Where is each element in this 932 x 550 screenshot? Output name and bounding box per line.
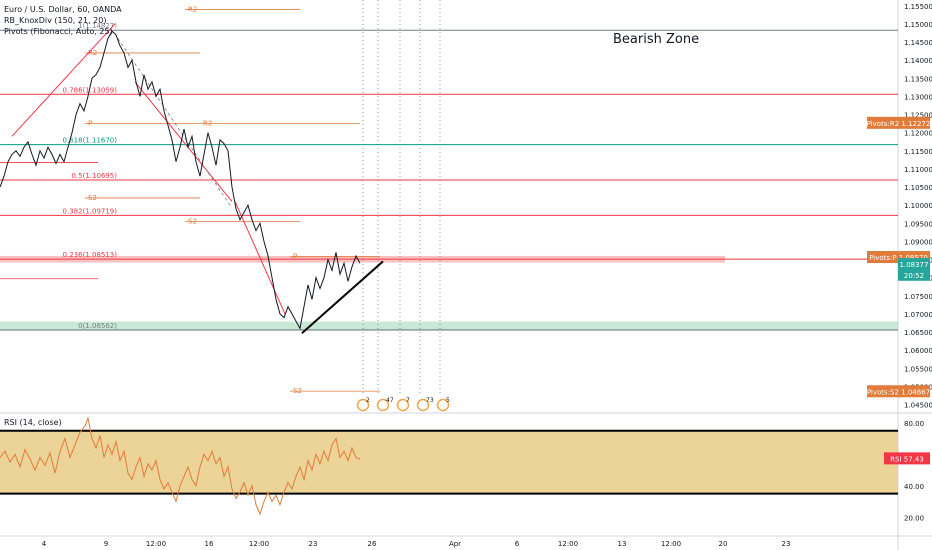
price-tick-22: 1.04500 [904, 402, 932, 410]
event-count-1: 47 [386, 397, 394, 404]
price-tick-6: 1.12500 [904, 112, 932, 120]
price-line [0, 30, 361, 330]
price-tick-20: 1.05500 [904, 365, 932, 373]
divergence-line-2 [234, 201, 286, 315]
fib-label-5: 0.236(1.08513) [63, 251, 118, 259]
price-tick-12: 1.09500 [904, 220, 932, 228]
time-tick-7: Apr [449, 540, 461, 548]
time-tick-6: 26 [368, 540, 377, 548]
price-tick-19: 1.06000 [904, 347, 932, 355]
time-tick-10: 13 [618, 540, 627, 548]
time-tick-9: 12:00 [558, 540, 578, 548]
pivot-label-1: R2 [88, 49, 97, 57]
price-tag-text-4: Pivots:S2 1.04867 [867, 388, 930, 396]
time-tick-12: 20 [719, 540, 728, 548]
support-zone [0, 321, 898, 331]
price-tag-text-3: 20:52 [904, 272, 924, 280]
divergence-line-1 [134, 81, 233, 202]
pivot-label-0: R2 [188, 5, 197, 13]
price-tick-8: 1.11500 [904, 148, 932, 156]
event-icon-3 [416, 398, 430, 412]
fib-label-2: 0.618(1.11670) [63, 137, 118, 145]
price-tag-3 [898, 268, 930, 281]
time-tick-11: 12:00 [661, 540, 681, 548]
price-tick-1: 1.15000 [904, 21, 932, 29]
price-tick-16: 1.07500 [904, 293, 932, 301]
time-tick-2: 12:00 [146, 540, 166, 548]
price-tag-4 [867, 385, 930, 398]
pivot-label-6: P [293, 253, 297, 261]
time-tick-1: 9 [104, 540, 108, 548]
fib-label-0: 1(1.14827) [78, 22, 117, 30]
time-tick-4: 12:00 [249, 540, 269, 548]
event-count-3: 73 [426, 397, 434, 404]
fib-label-4: 0.382(1.09719) [63, 207, 118, 215]
rsi-tick-0: 80.00 [904, 420, 924, 428]
rsi-tag-text: RSI 57.43 [890, 455, 924, 463]
time-tick-13: 23 [782, 540, 791, 548]
time-tick-5: 23 [309, 540, 318, 548]
price-tag-2 [898, 258, 930, 271]
price-tick-2: 1.14500 [904, 39, 932, 47]
rsi-line [0, 416, 361, 516]
price-tick-3: 1.14000 [904, 57, 932, 65]
price-tick-18: 1.06500 [904, 329, 932, 337]
time-tick-8: 6 [515, 540, 520, 548]
pivot-label-5: S2 [188, 218, 197, 226]
price-tag-0 [867, 116, 930, 129]
event-icon-0 [356, 398, 370, 412]
price-tick-17: 1.07000 [904, 311, 932, 319]
event-icon-1 [376, 398, 390, 412]
pivot-label-7: S2 [293, 387, 302, 395]
price-tick-7: 1.12000 [904, 130, 932, 138]
price-tag-text-0: Pivots:R2 1.12272 [867, 120, 931, 128]
price-tick-11: 1.10000 [904, 202, 932, 210]
price-tick-5: 1.13000 [904, 93, 932, 101]
symbol-title[interactable]: Euro / U.S. Dollar, 60, OANDA [4, 5, 122, 14]
price-tick-9: 1.11000 [904, 166, 932, 174]
time-tick-3: 16 [205, 540, 214, 548]
indicator-pivots[interactable]: Pivots (Fibonacci, Auto, 25) [4, 27, 113, 36]
event-count-0: 2 [366, 397, 370, 404]
fib-label-3: 0.5(1.10695) [71, 172, 117, 180]
time-tick-0: 4 [42, 540, 47, 548]
event-count-2: 7 [406, 397, 410, 404]
rsi-band [0, 430, 898, 494]
rsi-title[interactable]: RSI (14, close) [4, 418, 62, 427]
bearish-zone-annotation: Bearish Zone [613, 32, 700, 47]
pivot-label-2: P [88, 120, 92, 128]
pivot-label-3: R2 [203, 120, 212, 128]
pivot-label-4: S2 [88, 194, 97, 202]
ascending-trendline [301, 260, 384, 334]
rsi-tick-2: 20.00 [904, 514, 924, 522]
price-tick-10: 1.10500 [904, 184, 932, 192]
fib-label-1: 0.786(1.13059) [63, 86, 118, 94]
rsi-tick-1: 40.00 [904, 483, 924, 491]
event-icon-4 [436, 398, 450, 412]
price-tick-4: 1.13500 [904, 75, 932, 83]
price-tick-13: 1.09000 [904, 238, 932, 246]
divergence-line-0 [11, 23, 116, 137]
price-tick-0: 1.15500 [904, 3, 932, 11]
indicator-knoxdiv[interactable]: RB_KnoxDiv (150, 21, 20) [4, 16, 107, 25]
fib-label-6: 0(1.06562) [78, 322, 117, 330]
event-count-4: 5 [446, 397, 450, 404]
price-tag-text-2: 1.08377 [900, 261, 929, 269]
rsi-tag [884, 452, 930, 465]
event-icon-2 [396, 398, 410, 412]
